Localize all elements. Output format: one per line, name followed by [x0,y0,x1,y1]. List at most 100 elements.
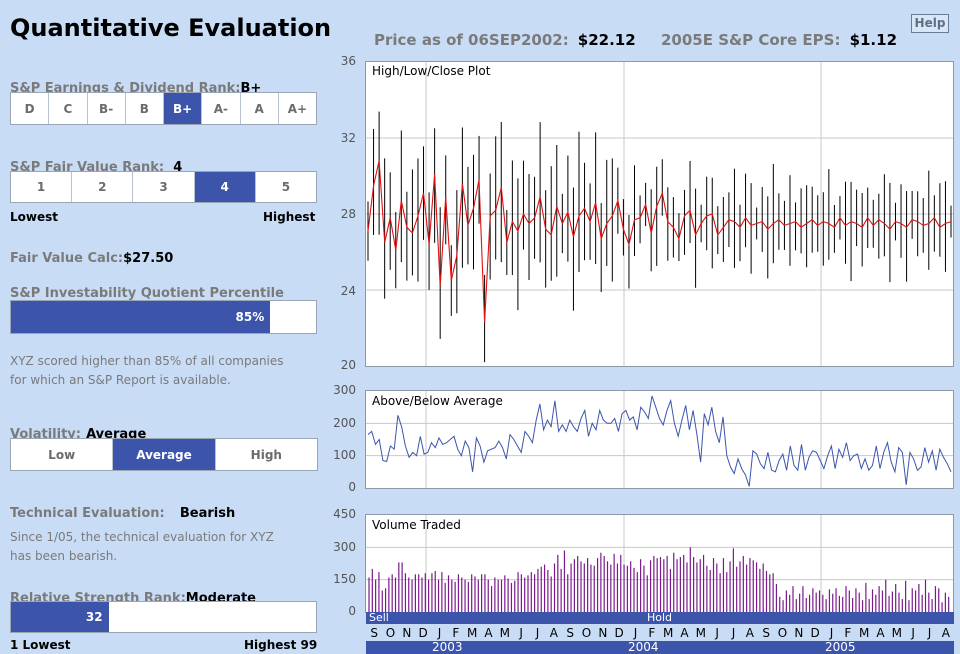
avg-chart [366,391,953,488]
earnings-rank-scale: D C B- B B+ A- A A+ [10,92,317,125]
month-label: A [876,626,885,640]
price-value: $22.12 [577,31,636,49]
vol-chart [366,515,953,612]
investability-note-line1: XYZ scored higher than 85% of all compan… [10,354,284,368]
vol-ytick-450: 450 [333,507,356,521]
month-label: O [581,626,592,640]
relative-strength-low-label: 1 Lowest [10,638,71,652]
hlc-panel: High/Low/Close Plot [365,61,954,367]
month-label: N [598,626,608,640]
month-label: M [858,626,870,640]
month-label: A [941,626,950,640]
month-label: O [777,626,788,640]
earnings-rank-option: B- [88,93,126,124]
earnings-rank-option: B+ [164,93,203,124]
investability-fill: 85% [11,301,271,333]
avg-ytick-100: 100 [333,448,356,462]
month-label: D [810,626,820,640]
month-label: D [418,626,428,640]
volatility-option: Low [11,439,114,470]
earnings-rank-option: B [126,93,164,124]
month-label: N [402,626,412,640]
month-label: F [648,626,656,640]
fair-value-high-label: Highest [263,210,316,224]
eps-value: $1.12 [849,31,898,49]
technical-heading: Technical Evaluation: Bearish [10,502,235,521]
fair-value-calc-label: Fair Value Calc: [10,251,124,266]
technical-value: Bearish [179,506,236,521]
volatility-scale: Low Average High [10,438,318,471]
investability-label: S&P Investability Quotient Percentile [10,286,284,301]
technical-note-line1: Since 1/05, the technical evaluation for… [10,530,274,544]
investability-percent: 85% [235,310,265,324]
volatility-option: High [250,447,282,462]
relative-strength-fill: 32 [11,602,109,632]
avg-ytick-300: 300 [333,383,356,397]
eps-header: 2005E S&P Core EPS: $1.12 [661,30,897,49]
price-label: Price as of [374,31,463,49]
fair-value-rank-option: 4 [194,172,256,202]
month-label: O [385,626,396,640]
avg-panel: Above/Below Average [365,390,954,489]
month-label: M [499,626,510,640]
month-label: A [745,626,754,640]
volatility-option: Average [113,439,216,470]
hlc-ytick-32: 32 [340,131,356,145]
fair-value-calc-value: $27.50 [123,251,174,266]
signal-sell-label: Sell [369,611,389,624]
technical-label: Technical Evaluation: [10,506,165,521]
month-label: J [437,626,442,640]
month-label: F [844,626,852,640]
hlc-title: High/Low/Close Plot [372,64,491,78]
vol-ytick-0: 0 [348,604,356,618]
help-button[interactable]: Help [911,14,949,33]
vol-ytick-150: 150 [333,572,356,586]
month-label: A [549,626,558,640]
month-label: M [891,626,902,640]
fair-value-low-label: Lowest [10,210,58,224]
month-label: F [452,626,460,640]
relative-strength-rank: 32 [85,610,103,624]
investability-bar: 85% [10,300,317,334]
avg-ytick-0: 0 [348,480,356,494]
month-label: J [927,626,932,640]
avg-title: Above/Below Average [372,394,503,408]
month-label: J [519,626,523,640]
month-label: S [370,626,378,640]
month-label: N [794,626,804,640]
earnings-rank-option: D [11,93,50,124]
investability-note: XYZ scored higher than 85% of all compan… [10,352,310,390]
year-2004: 2004 [628,640,659,654]
vol-panel: Volume Traded [365,514,954,613]
page-title: Quantitative Evaluation [10,14,332,42]
month-label: S [762,626,770,640]
technical-note: Since 1/05, the technical evaluation for… [10,528,310,566]
fair-value-rank-option: 2 [72,172,134,202]
month-label: A [680,626,689,640]
month-label: J [633,626,638,640]
relative-strength-bar: 32 [10,601,317,633]
technical-note-line2: has been bearish. [10,549,118,563]
month-label: A [484,626,493,640]
signal-hold-label: Hold [647,611,673,624]
vol-ytick-300: 300 [333,540,356,554]
month-label: J [731,626,736,640]
fair-value-calc: Fair Value Calc:$27.50 [10,247,173,266]
month-label: J [535,626,540,640]
hlc-ytick-20: 20 [340,358,356,372]
vol-title: Volume Traded [372,518,461,532]
hlc-chart [366,62,953,366]
month-label: M [466,626,478,640]
earnings-rank-option: A+ [287,101,308,116]
earnings-rank-option: C [49,93,88,124]
month-label: D [614,626,624,640]
year-2005: 2005 [825,640,856,654]
month-label: J [829,626,834,640]
year-axis: 2003 2004 2005 [366,640,954,654]
price-date: 06SEP2002: [468,31,569,49]
hlc-close-line [367,160,952,323]
fair-value-rank-option: 3 [133,172,195,202]
hlc-ytick-24: 24 [340,284,356,298]
hlc-ytick-28: 28 [340,207,356,221]
month-label: J [715,626,719,640]
